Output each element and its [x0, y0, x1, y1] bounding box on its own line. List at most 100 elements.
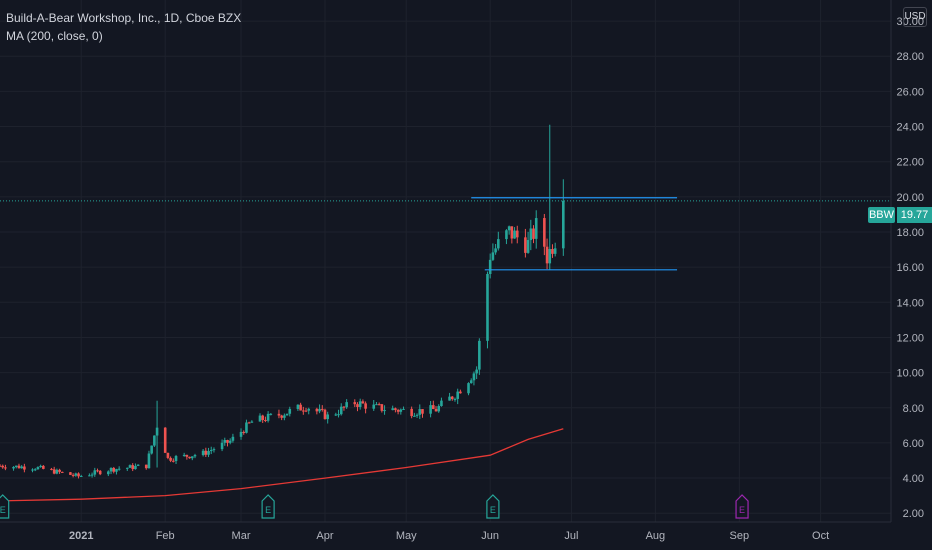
candle-body [394, 408, 397, 411]
candle-body [507, 226, 511, 231]
candle-body [532, 228, 535, 239]
earnings-marker[interactable]: E [735, 494, 749, 519]
earnings-marker-shape [486, 494, 500, 519]
candle-body [277, 413, 281, 416]
candle-body [450, 396, 454, 400]
candle-body [280, 415, 283, 418]
candle-body [459, 391, 462, 394]
candle-body [36, 467, 40, 470]
candle-body [109, 467, 113, 472]
indicator-label[interactable]: MA (200, close, 0) [6, 29, 103, 43]
earnings-marker-shape [0, 494, 10, 519]
candle-body [190, 456, 194, 459]
price-tick-label: 18.00 [896, 227, 924, 239]
time-tick-label: Jun [481, 530, 499, 542]
candle-body [440, 400, 443, 407]
candle-body [285, 413, 289, 416]
candle-body [334, 414, 338, 416]
candle-body [245, 422, 248, 433]
candle-body [163, 427, 167, 453]
time-tick-label: 2021 [69, 530, 93, 542]
currency-button[interactable]: USD [903, 7, 927, 27]
earnings-marker[interactable]: E [0, 494, 10, 519]
candle-body [153, 435, 156, 446]
candle-body [247, 422, 251, 424]
candle-body [415, 414, 419, 416]
earnings-marker-shape [261, 494, 275, 519]
price-tick-label: 14.00 [896, 297, 924, 309]
candle-body [74, 473, 78, 476]
candle-body [304, 410, 308, 412]
candle-body [342, 406, 346, 408]
candle-body [52, 469, 56, 474]
candle-body [320, 408, 324, 410]
ma-200-polyline [0, 428, 564, 502]
candle-body [55, 469, 59, 474]
candle-body [93, 470, 97, 475]
price-tick-label: 24.00 [896, 122, 924, 134]
candle-body [553, 248, 557, 254]
candle-body [353, 402, 357, 405]
candle-body [437, 406, 441, 412]
candle-body [494, 248, 497, 253]
candle-body [134, 465, 137, 470]
candle-body [0, 465, 2, 467]
chart-legend: Build-A-Bear Workshop, Inc., 1D, Cboe BZ… [6, 9, 241, 45]
time-tick-label: May [396, 530, 417, 542]
candle-body [497, 239, 500, 249]
time-tick-label: Apr [316, 530, 333, 542]
price-tick-label: 26.00 [896, 86, 924, 98]
time-tick-label: Feb [156, 530, 175, 542]
earnings-marker-label: E [0, 505, 6, 515]
candle-body [128, 465, 132, 468]
candle-body [526, 240, 530, 253]
candle-body [172, 460, 175, 462]
price-tick-label: 28.00 [896, 51, 924, 63]
candle-body [448, 396, 451, 401]
drawn-horizontal-lines[interactable] [471, 197, 678, 271]
candle-body [543, 218, 546, 247]
candle-body [155, 427, 159, 436]
candle-body [117, 468, 121, 470]
candle-body [77, 473, 80, 477]
price-axis-labels[interactable]: 2.00 4.00 6.00 8.00 10.00 12.00 14.00 16.00 18.0… [896, 16, 924, 520]
candle-body [220, 442, 224, 450]
candle-body [125, 467, 129, 469]
candle-body [391, 408, 394, 411]
candle-body [505, 230, 508, 240]
candle-body [131, 465, 135, 470]
candle-body [266, 413, 270, 421]
candle-body [261, 415, 264, 421]
earnings-marker[interactable]: E [261, 494, 275, 519]
candle-body [434, 409, 438, 412]
candle-body [467, 383, 470, 394]
candle-body [231, 436, 235, 441]
candle-body [296, 404, 300, 409]
time-tick-label: Sep [730, 530, 750, 542]
earnings-marker[interactable]: E [486, 494, 500, 519]
time-axis-labels[interactable]: 2021 Feb Mar Apr May Jun Jul Aug Sep Oct [69, 530, 829, 542]
candle-body [144, 464, 148, 469]
symbol-title[interactable]: Build-A-Bear Workshop, Inc., 1D, Cboe BZ… [6, 11, 242, 25]
candle-body [58, 469, 61, 472]
candle-body [269, 413, 273, 415]
candle-body [361, 401, 365, 404]
candle-body [399, 409, 403, 412]
candle-body [488, 259, 492, 274]
candle-body [337, 414, 340, 416]
candle-body [4, 467, 7, 469]
candle-body [79, 475, 83, 477]
candle-body [150, 445, 153, 454]
price-tick-label: 22.00 [896, 157, 924, 169]
candle-body [212, 449, 216, 451]
candle-body [307, 408, 311, 411]
candle-body [90, 474, 94, 476]
price-tick-label: 12.00 [896, 332, 924, 344]
candle-body [548, 249, 552, 264]
candle-body [478, 340, 481, 370]
candle-body [326, 414, 329, 420]
time-tick-label: Mar [232, 530, 251, 542]
candle-body [188, 456, 191, 459]
